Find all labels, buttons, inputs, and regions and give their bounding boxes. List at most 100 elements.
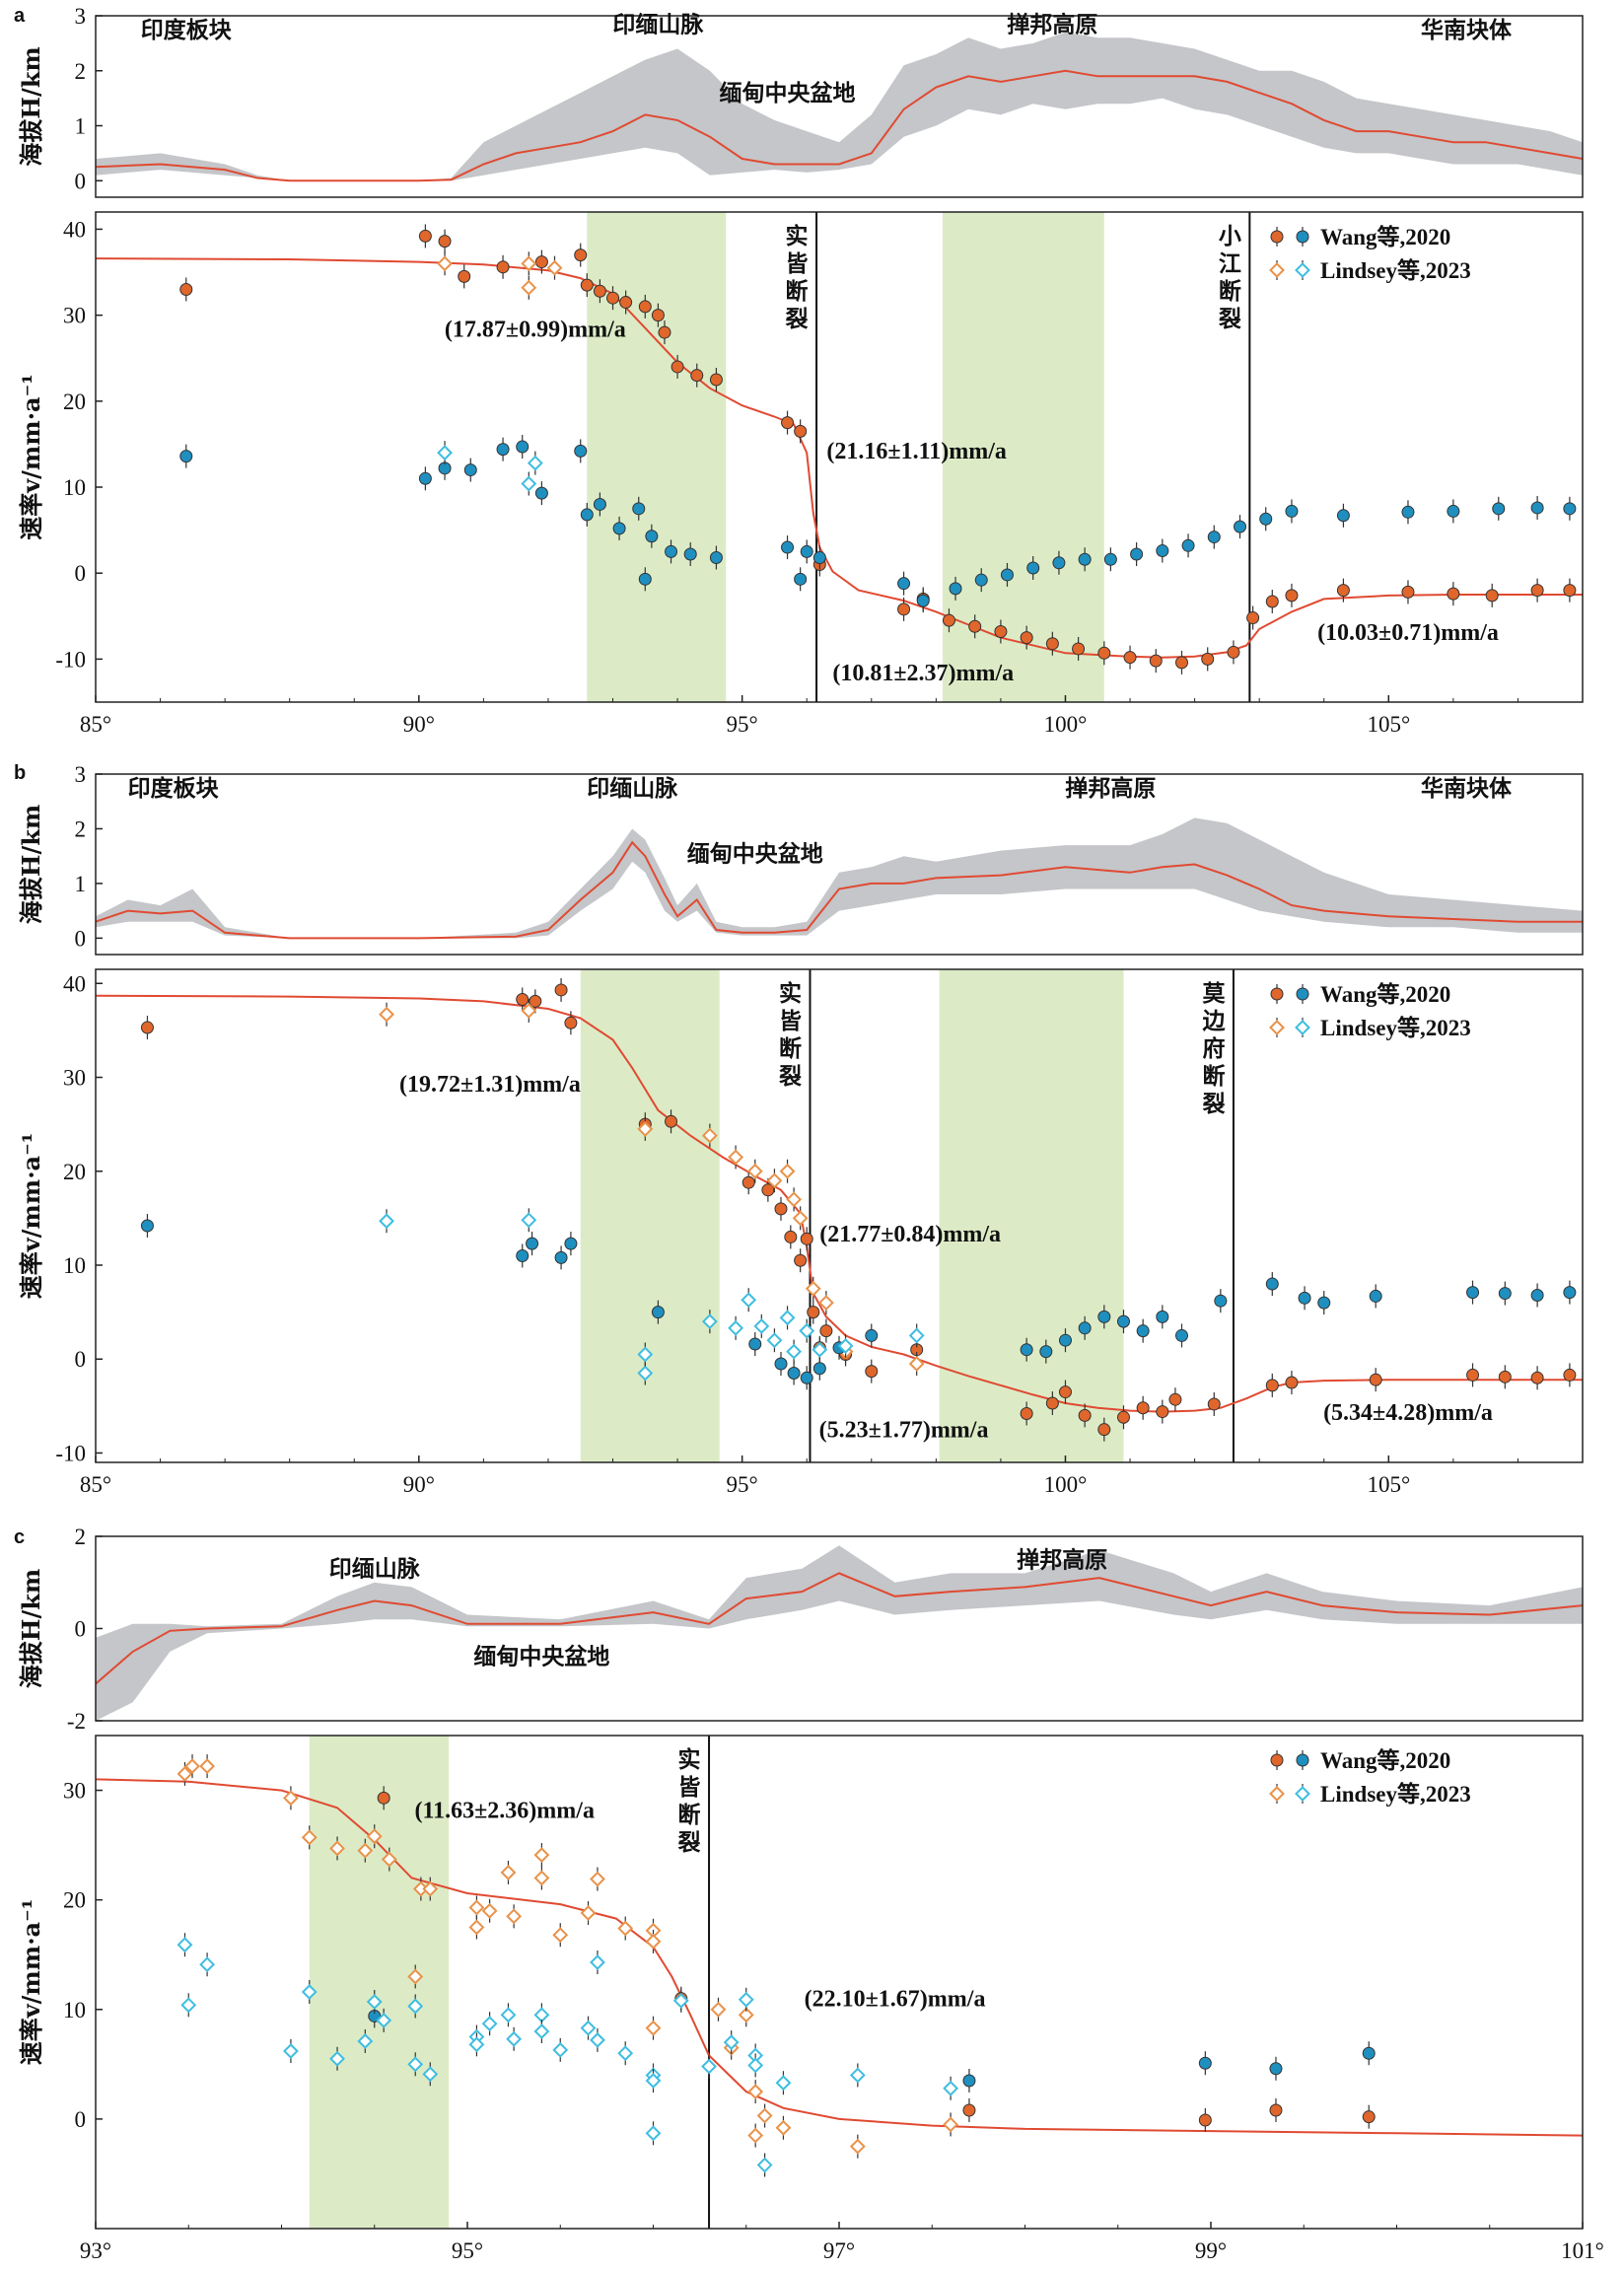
data-point-circle <box>794 424 808 438</box>
data-point-circle <box>140 1219 154 1233</box>
data-point-circle <box>774 1357 788 1371</box>
data-point-diamond <box>199 1758 216 1775</box>
data-point-circle <box>1020 1406 1033 1420</box>
data-point-circle <box>564 1016 578 1029</box>
data-point-diamond <box>379 1213 394 1230</box>
elevation-ytick-label: 0 <box>75 1617 87 1642</box>
velocity-ytick-label: 0 <box>75 2107 87 2132</box>
data-point-diamond <box>437 255 453 272</box>
data-point-diamond <box>468 1899 485 1916</box>
data-point-circle <box>1020 631 1033 645</box>
data-point-circle <box>942 613 955 627</box>
velocity-ytick-label: 10 <box>63 1998 86 2022</box>
legend-label: Lindsey等,2023 <box>1320 257 1471 283</box>
data-point-circle <box>638 300 652 314</box>
data-point-diamond <box>177 1765 193 1782</box>
elevation-mean-line <box>96 840 1583 940</box>
data-point-diamond <box>381 1851 397 1868</box>
data-point-diamond <box>617 2045 634 2062</box>
data-point-circle <box>377 1791 390 1805</box>
data-point-circle <box>564 1237 578 1250</box>
data-point-circle <box>1563 584 1577 598</box>
data-point-diamond <box>672 1992 689 2009</box>
region-label: 印度板块 <box>128 775 219 802</box>
data-point-diamond <box>775 2075 792 2092</box>
data-point-diamond <box>177 1937 193 1953</box>
fault-label: 实皆断裂 <box>678 1746 701 1856</box>
data-point-diamond <box>637 1346 654 1363</box>
data-point-diamond <box>590 1954 605 1970</box>
region-label: 缅甸中央盆地 <box>687 840 823 867</box>
data-point-diamond <box>527 455 543 471</box>
data-point-diamond <box>645 1933 662 1950</box>
data-point-circle <box>1466 1286 1480 1300</box>
data-point-circle <box>619 296 633 310</box>
data-point-circle <box>1198 2056 1212 2070</box>
data-point-circle <box>612 522 626 535</box>
data-point-circle <box>784 1230 798 1243</box>
data-point-circle <box>1336 584 1350 598</box>
data-point-diamond <box>366 1828 383 1845</box>
data-point-circle <box>496 260 510 274</box>
data-point-diamond <box>590 1871 605 1887</box>
data-point-circle <box>671 360 684 374</box>
data-point-circle <box>1039 1345 1053 1359</box>
data-point-diamond <box>812 1341 828 1358</box>
data-point-diamond <box>546 259 563 276</box>
elevation-range-band <box>96 32 1583 181</box>
velocity-ytick-label: 20 <box>63 390 86 414</box>
panel-label: c <box>14 1526 25 1548</box>
data-point-circle <box>1492 502 1506 516</box>
legend-marker-blue-diamond <box>1295 1786 1310 1802</box>
data-point-diamond <box>645 2020 662 2036</box>
data-point-circle <box>1103 552 1117 566</box>
data-point-circle <box>526 1237 539 1250</box>
data-point-diamond <box>407 1968 424 1985</box>
data-point-circle <box>1078 1408 1092 1422</box>
data-point-circle <box>1265 595 1279 608</box>
data-point-diamond <box>184 1758 200 1775</box>
legend-label: Wang等,2020 <box>1320 224 1450 249</box>
data-point-circle <box>554 1250 568 1264</box>
elevation-ylabel: 海拔H/km <box>17 805 45 924</box>
fault-label: 实皆断裂 <box>779 980 802 1090</box>
data-point-circle <box>1285 1376 1299 1389</box>
data-point-diamond <box>908 1356 925 1372</box>
region-label: 印缅山脉 <box>587 775 678 802</box>
region-label: 掸邦高原 <box>1065 775 1156 802</box>
fault-label: 实皆断裂 <box>786 223 809 332</box>
data-point-diamond <box>701 1313 718 1330</box>
data-point-circle <box>962 2103 976 2117</box>
data-point-circle <box>774 1202 788 1216</box>
data-point-diamond <box>747 2127 764 2144</box>
shaded-zone <box>939 969 1124 1462</box>
rate-annotation: (19.72±1.31)mm/a <box>399 1072 581 1098</box>
data-point-diamond <box>753 1317 770 1334</box>
data-point-diamond <box>552 2041 569 2058</box>
velocity-ytick-label: 30 <box>63 1066 86 1091</box>
velocity-ytick-label: 10 <box>63 1253 86 1278</box>
velocity-xtick-label: 90° <box>403 712 435 737</box>
data-point-diamond <box>741 1292 757 1309</box>
elevation-ylabel: 海拔H/km <box>17 1569 45 1688</box>
data-point-circle <box>1298 1291 1311 1305</box>
data-point-diamond <box>849 2067 866 2084</box>
data-point-diamond <box>301 1984 318 2000</box>
data-point-diamond <box>521 1002 537 1019</box>
data-point-circle <box>800 544 813 558</box>
elevation-ytick-label: 0 <box>75 926 87 951</box>
region-label: 印缅山脉 <box>612 11 704 37</box>
shaded-zone <box>942 212 1104 702</box>
fit-curve <box>96 1778 1583 2137</box>
data-point-diamond <box>580 2020 597 2036</box>
data-point-circle <box>807 1306 820 1319</box>
data-point-diamond <box>805 1280 821 1297</box>
data-point-circle <box>1369 1289 1382 1303</box>
velocity-xtick-label: 93° <box>80 2238 111 2263</box>
region-label: 缅甸中央盆地 <box>473 1644 609 1670</box>
data-point-circle <box>516 1248 530 1262</box>
data-point-diamond <box>943 2116 959 2133</box>
